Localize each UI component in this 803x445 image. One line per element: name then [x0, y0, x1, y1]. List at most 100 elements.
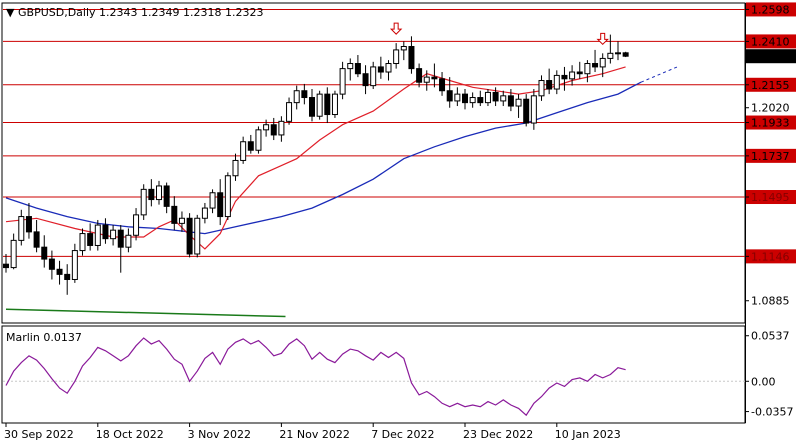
time-label: 10 Jan 2023 — [555, 428, 621, 441]
candle-body — [163, 185, 170, 207]
candle-body — [324, 93, 331, 116]
price-tick-label: 1.1737 — [751, 150, 790, 163]
price-tick-label: 1.2323 — [751, 50, 790, 63]
candle — [592, 49, 599, 73]
candle — [209, 189, 216, 214]
candle — [584, 60, 591, 83]
candle — [615, 41, 621, 61]
candle-body — [546, 80, 553, 90]
candle-body — [18, 216, 25, 241]
oscillator-tick-label: 0.00 — [751, 375, 776, 388]
level-price-box — [746, 115, 796, 130]
menu-triangle-icon[interactable]: ▼ — [6, 6, 15, 19]
candle — [507, 89, 514, 112]
candle — [140, 184, 147, 220]
candle-body — [400, 46, 407, 51]
candle-body — [339, 68, 346, 95]
candle-body — [622, 52, 629, 57]
candle — [607, 34, 614, 64]
candle — [561, 66, 568, 91]
candle — [171, 196, 178, 231]
candle-body — [71, 250, 78, 280]
ma-slow-projection — [640, 65, 680, 83]
candle-body — [615, 52, 621, 55]
candle — [362, 65, 369, 95]
candle — [354, 55, 361, 78]
candle — [148, 179, 155, 207]
last-price-box — [746, 49, 796, 64]
green-trend-line — [5, 308, 286, 318]
candle — [255, 126, 262, 154]
oscillator-tick-label: 0.0537 — [751, 330, 790, 343]
candle — [56, 260, 63, 285]
candle — [569, 65, 576, 86]
candle — [515, 94, 522, 118]
candle-body — [370, 66, 377, 87]
candle — [393, 43, 400, 69]
green-line-layer — [5, 308, 286, 318]
candle-body — [148, 188, 155, 201]
candle-body — [10, 239, 17, 269]
candle — [232, 153, 239, 181]
candle-body — [263, 124, 270, 131]
time-label: 18 Oct 2022 — [96, 428, 164, 441]
candle-body — [102, 224, 109, 240]
level-price-box — [746, 34, 796, 49]
candle — [117, 225, 124, 273]
candle — [477, 90, 484, 107]
candle — [431, 63, 438, 88]
candle — [416, 63, 423, 88]
level-price-box — [746, 148, 796, 163]
candle-body — [439, 78, 446, 92]
candle-body — [201, 207, 208, 219]
price-tick-label: 1.2598 — [751, 3, 790, 16]
candle-body — [377, 66, 384, 73]
candle — [423, 70, 430, 91]
candle — [462, 89, 468, 110]
candle-body — [286, 102, 293, 122]
candle-body — [347, 63, 354, 70]
candle-body — [87, 233, 94, 246]
candle — [370, 61, 377, 90]
oscillator-tick-label: -0.0357 — [751, 406, 793, 419]
horizontal-levels — [3, 8, 745, 257]
candle-body — [240, 141, 247, 161]
candle-body — [569, 71, 576, 80]
candle — [546, 68, 553, 95]
candle-body — [408, 46, 415, 70]
level-price-box — [746, 77, 796, 92]
candle-body — [133, 214, 140, 236]
candle-body — [94, 224, 101, 246]
candle — [286, 97, 293, 125]
candle-body — [416, 68, 423, 83]
candle-body — [538, 80, 545, 97]
candle — [125, 228, 132, 253]
candle-body — [64, 273, 71, 280]
candle-body — [209, 192, 216, 209]
candle — [408, 36, 415, 74]
candle — [110, 225, 117, 246]
candle-body — [561, 74, 568, 80]
candle-body — [3, 263, 9, 269]
candle-body — [331, 93, 338, 116]
candle-body — [217, 192, 224, 218]
candle — [339, 61, 346, 100]
ma-slow-line — [5, 81, 642, 235]
candle-body — [140, 188, 147, 216]
time-label: 21 Nov 2022 — [279, 428, 349, 441]
candle — [324, 87, 331, 124]
price-tick-label: 1.1495 — [751, 191, 790, 204]
candle-body — [48, 258, 55, 270]
level-price-box — [746, 2, 796, 17]
down-arrow-marker-icon — [389, 22, 403, 35]
candles — [3, 34, 629, 295]
candle-body — [110, 229, 117, 240]
price-tick-label: 1.2410 — [751, 35, 790, 48]
price-tick-label: 1.0885 — [751, 295, 790, 308]
level-price-box — [746, 249, 796, 264]
candle — [492, 87, 499, 107]
candle-body — [393, 49, 400, 65]
time-axis: 30 Sep 2022 18 Oct 2022 3 Nov 2022 21 Nov 2… — [4, 423, 621, 441]
down-arrow-marker-icon — [596, 32, 609, 46]
candle — [538, 75, 545, 101]
